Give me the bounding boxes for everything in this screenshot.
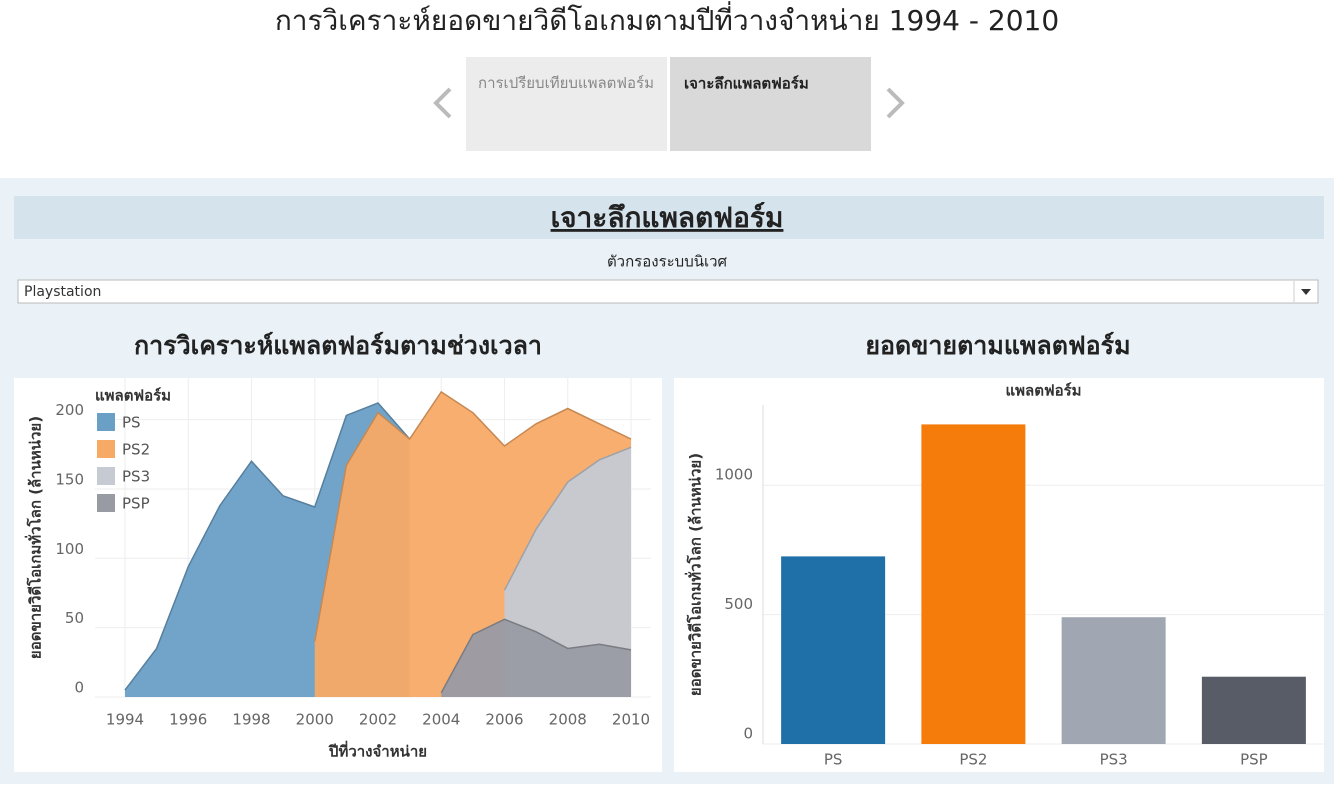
story-tab-active[interactable] <box>670 57 871 151</box>
y-tick-label: 1000 <box>715 466 753 484</box>
y-tick-label: 0 <box>74 679 84 697</box>
x-tick-label: 2002 <box>359 711 397 729</box>
area-line <box>124 402 411 691</box>
x-tick-label: PSP <box>1240 751 1268 769</box>
chart-title: การวิเคราะห์แพลตฟอร์มตามช่วงเวลา <box>134 331 542 360</box>
filter-select[interactable] <box>17 279 1319 304</box>
legend-label: PS <box>122 414 141 432</box>
y-tick-label: 50 <box>65 609 84 627</box>
tab-label: เจาะลึกแพลตฟอร์ม <box>684 75 809 93</box>
story-tab-text: การเปรียบเทียบแพลตฟอร์ม <box>478 74 654 92</box>
story-tab[interactable] <box>466 57 667 151</box>
x-tick-label: 1994 <box>106 711 144 729</box>
x-tick-label: 1998 <box>232 711 270 729</box>
prev-arrow[interactable] <box>433 87 452 119</box>
bar <box>1061 617 1166 744</box>
legend-swatch <box>97 494 115 512</box>
x-tick-label: 1996 <box>169 711 207 729</box>
area-line <box>440 618 632 694</box>
legend-swatch <box>97 413 115 431</box>
x-axis-label: ปีที่วางจำหน่าย <box>328 741 427 761</box>
x-tick-label: 2006 <box>485 711 523 729</box>
x-tick-label: PS3 <box>1100 751 1128 769</box>
legend-swatch <box>97 440 115 458</box>
bar <box>781 556 886 744</box>
next-arrow[interactable] <box>886 87 905 119</box>
y-axis-label: ยอดขายวิดีโอเกมทั่วโลก (ล้านหน่วย) <box>685 453 705 696</box>
x-tick-label: PS2 <box>959 751 987 769</box>
x-tick-label: PS <box>824 751 843 769</box>
area-fill <box>441 619 631 697</box>
legend-label: PSP <box>122 495 150 513</box>
legend-swatch <box>97 467 115 485</box>
area-line <box>503 446 632 591</box>
chart-title: ยอดขายตามแพลตฟอร์ม <box>865 331 1130 360</box>
y-tick-label: 500 <box>724 595 753 613</box>
x-tick-label: 2004 <box>422 711 460 729</box>
x-tick-label: 2010 <box>612 711 650 729</box>
x-axis-label: แพลตฟอร์ม <box>1005 382 1081 400</box>
section-bar <box>14 196 1324 239</box>
legend-title: แพลตฟอร์ม <box>95 387 171 405</box>
legend-label: PS2 <box>122 441 150 459</box>
section-title: เจาะลึกแพลตฟอร์ม <box>551 201 784 234</box>
bar <box>921 424 1026 744</box>
area-line <box>314 390 632 642</box>
tab-label: การเปรียบเทียบแพลตฟอร์ม <box>478 74 654 92</box>
x-tick-label: 2000 <box>296 711 334 729</box>
y-tick-label: 200 <box>55 401 84 419</box>
select-caret <box>1301 289 1311 295</box>
y-tick-label: 100 <box>55 540 84 558</box>
y-tick-label: 150 <box>55 470 84 488</box>
page-title: การวิเคราะห์ยอดขายวิดีโอเกมตามปีที่วางจำ… <box>275 1 1059 37</box>
y-axis-label: ยอดขายวิดีโอเกมทั่วโลก (ล้านหน่วย) <box>25 416 45 659</box>
legend-label: PS3 <box>122 468 150 486</box>
x-tick-label: 2008 <box>549 711 587 729</box>
filter-label: ตัวกรองระบบนิเวศ <box>607 253 728 271</box>
filter-value: Playstation <box>24 284 101 300</box>
bar <box>1201 676 1306 744</box>
y-tick-label: 0 <box>743 725 753 743</box>
